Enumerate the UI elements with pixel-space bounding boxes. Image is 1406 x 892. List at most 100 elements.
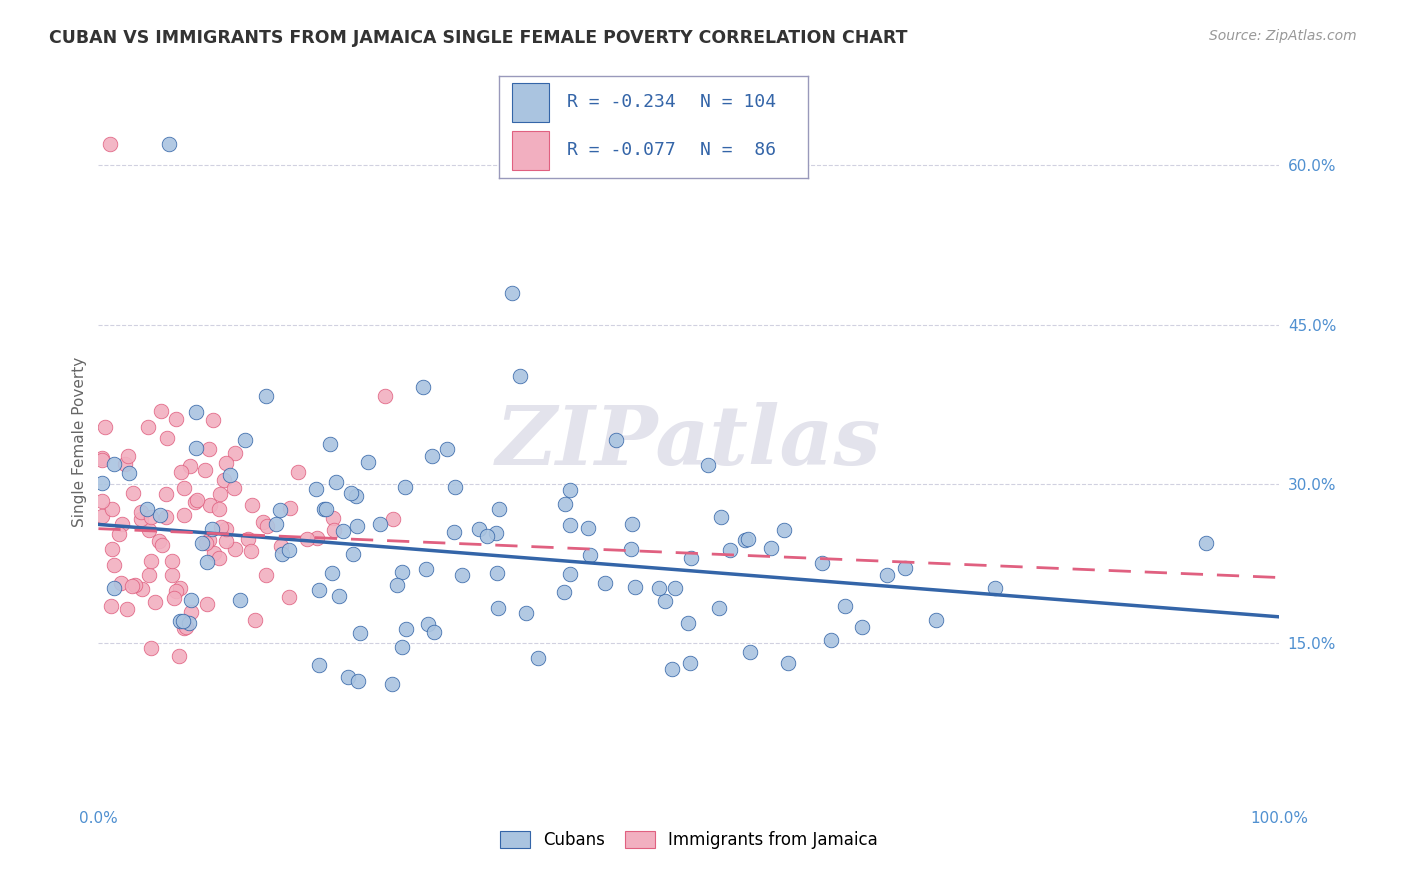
Point (184, 442, 207, 456)
Point (173, 621, 195, 635)
Text: ZIPatlas: ZIPatlas (496, 401, 882, 482)
Point (486, 600, 509, 615)
Point (103, 558, 125, 572)
Point (150, 538, 173, 552)
Point (707, 601, 730, 615)
Point (117, 449, 139, 463)
Point (165, 584, 187, 599)
Point (322, 511, 344, 525)
Point (412, 380, 434, 394)
Point (444, 480, 467, 494)
Point (91, 453, 114, 467)
Text: R = -0.077: R = -0.077 (567, 141, 676, 159)
Point (143, 595, 166, 609)
Point (287, 465, 309, 479)
Point (117, 602, 139, 616)
Point (357, 455, 380, 469)
Point (834, 599, 856, 613)
Point (737, 533, 759, 547)
Point (759, 541, 782, 555)
Text: Source: ZipAtlas.com: Source: ZipAtlas.com (1209, 29, 1357, 43)
Point (676, 615, 699, 630)
Point (138, 523, 160, 537)
Point (198, 533, 221, 547)
Point (121, 579, 143, 593)
Point (141, 510, 163, 524)
Point (620, 516, 643, 531)
Point (270, 547, 292, 561)
Point (381, 677, 404, 691)
Point (312, 501, 335, 516)
Text: N =  86: N = 86 (700, 141, 776, 159)
Point (266, 517, 288, 532)
Point (124, 578, 146, 592)
Point (553, 585, 575, 599)
Point (163, 591, 186, 605)
Point (165, 412, 187, 426)
Point (170, 465, 193, 479)
Point (679, 551, 702, 566)
Legend: Cubans, Immigrants from Jamaica: Cubans, Immigrants from Jamaica (494, 824, 884, 856)
Point (173, 481, 195, 495)
Point (697, 458, 720, 473)
Point (488, 502, 510, 516)
Point (1195, 536, 1218, 550)
Point (238, 533, 260, 547)
Point (664, 581, 686, 595)
Point (395, 622, 418, 636)
Point (323, 523, 346, 537)
Point (111, 516, 134, 531)
Point (527, 650, 550, 665)
Point (501, 285, 523, 300)
Point (233, 433, 256, 447)
Point (94, 420, 117, 434)
Point (177, 615, 200, 630)
Point (219, 467, 242, 482)
Point (416, 617, 439, 632)
Point (197, 442, 219, 456)
Point (160, 568, 183, 582)
Point (605, 433, 627, 447)
Point (374, 389, 396, 403)
Point (101, 542, 124, 557)
Point (593, 576, 616, 591)
Point (270, 539, 292, 553)
Point (307, 532, 329, 546)
Point (256, 390, 278, 404)
Point (214, 533, 236, 548)
Point (184, 405, 207, 419)
Point (224, 542, 246, 557)
FancyBboxPatch shape (512, 131, 548, 170)
Point (169, 581, 191, 595)
Point (162, 554, 184, 568)
Point (342, 547, 364, 561)
Text: CUBAN VS IMMIGRANTS FROM JAMAICA SINGLE FEMALE POVERTY CORRELATION CHART: CUBAN VS IMMIGRANTS FROM JAMAICA SINGLE … (49, 29, 908, 46)
Point (661, 662, 683, 676)
Point (129, 505, 152, 519)
Point (391, 640, 413, 655)
Point (195, 597, 218, 611)
Point (135, 501, 157, 516)
Point (129, 512, 152, 526)
Point (254, 568, 277, 582)
Point (269, 503, 291, 517)
Point (648, 581, 671, 595)
Point (893, 561, 915, 575)
Point (319, 437, 342, 451)
Y-axis label: Single Female Poverty: Single Female Poverty (72, 357, 87, 526)
Point (208, 551, 231, 566)
Point (308, 658, 330, 673)
Point (98, 136, 121, 151)
Point (654, 593, 676, 607)
Point (186, 492, 208, 507)
Point (174, 619, 197, 633)
Point (157, 136, 180, 151)
Point (204, 546, 226, 560)
Point (305, 482, 328, 496)
Point (149, 508, 172, 523)
Point (515, 606, 537, 620)
Point (325, 475, 347, 490)
Point (91, 508, 114, 523)
Point (477, 529, 499, 543)
Point (486, 566, 509, 580)
